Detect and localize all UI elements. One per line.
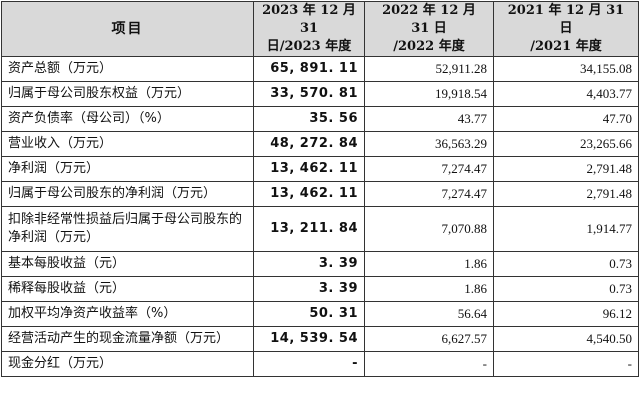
row-label: 加权平均净资产收益率（%） — [1, 301, 254, 327]
row-label: 扣除非经常性损益后归属于母公司股东的净利润（万元） — [1, 206, 254, 252]
table-row: 稀释每股收益（元） 3. 39 1.86 0.73 — [1, 276, 639, 302]
table-row: 净利润（万元） 13, 462. 11 7,274.47 2,791.48 — [1, 156, 639, 182]
value-2023: 65, 891. 11 — [253, 56, 365, 82]
value-2023: 3. 39 — [253, 251, 365, 277]
header-2022: 2022 年 12 月 31 日 /2022 年度 — [364, 1, 494, 57]
header-2021-line1: 2021 年 12 月 31 日 — [507, 3, 625, 36]
value-2022: - — [364, 351, 494, 377]
table-row: 加权平均净资产收益率（%） 50. 31 56.64 96.12 — [1, 301, 639, 327]
value-2023: 33, 570. 81 — [253, 81, 365, 107]
financial-summary-table: 项目 2023 年 12 月 31 日/2023 年度 2022 年 12 月 … — [1, 1, 639, 377]
row-label: 净利润（万元） — [1, 156, 254, 182]
header-2022-line1: 2022 年 12 月 31 日 — [382, 3, 476, 36]
table-row: 经营活动产生的现金流量净额（万元） 14, 539. 54 6,627.57 4… — [1, 326, 639, 352]
row-label: 营业收入（万元） — [1, 131, 254, 157]
table-row: 现金分红（万元） - - - — [1, 351, 639, 377]
row-label: 现金分红（万元） — [1, 351, 254, 377]
value-2021: - — [493, 351, 639, 377]
value-2023: 3. 39 — [253, 276, 365, 302]
value-2021: 34,155.08 — [493, 56, 639, 82]
value-2022: 7,070.88 — [364, 206, 494, 252]
value-2022: 7,274.47 — [364, 156, 494, 182]
value-2022: 52,911.28 — [364, 56, 494, 82]
value-2021: 96.12 — [493, 301, 639, 327]
row-label: 归属于母公司股东的净利润（万元） — [1, 181, 254, 207]
financial-table-container: 项目 2023 年 12 月 31 日/2023 年度 2022 年 12 月 … — [1, 1, 639, 377]
row-label: 资产负债率（母公司）（%） — [1, 106, 254, 132]
table-row: 资产总额（万元） 65, 891. 11 52,911.28 34,155.08 — [1, 56, 639, 82]
value-2022: 1.86 — [364, 251, 494, 277]
table-row: 资产负债率（母公司）（%） 35. 56 43.77 47.70 — [1, 106, 639, 132]
value-2023: 14, 539. 54 — [253, 326, 365, 352]
value-2023: 13, 462. 11 — [253, 156, 365, 182]
header-2021-line2: /2021 年度 — [530, 39, 602, 54]
value-2023: 35. 56 — [253, 106, 365, 132]
header-2022-line2: /2022 年度 — [393, 39, 465, 54]
header-row: 项目 2023 年 12 月 31 日/2023 年度 2022 年 12 月 … — [1, 1, 639, 57]
header-item: 项目 — [1, 1, 254, 57]
value-2023: 13, 211. 84 — [253, 206, 365, 252]
row-label: 稀释每股收益（元） — [1, 276, 254, 302]
row-label: 基本每股收益（元） — [1, 251, 254, 277]
header-2023-line2: 日/2023 年度 — [266, 39, 352, 54]
value-2021: 1,914.77 — [493, 206, 639, 252]
value-2023: 50. 31 — [253, 301, 365, 327]
value-2023: 13, 462. 11 — [253, 181, 365, 207]
header-2023: 2023 年 12 月 31 日/2023 年度 — [253, 1, 365, 57]
table-row: 归属于母公司股东的净利润（万元） 13, 462. 11 7,274.47 2,… — [1, 181, 639, 207]
value-2021: 23,265.66 — [493, 131, 639, 157]
value-2022: 36,563.29 — [364, 131, 494, 157]
value-2023: 48, 272. 84 — [253, 131, 365, 157]
value-2022: 1.86 — [364, 276, 494, 302]
value-2022: 6,627.57 — [364, 326, 494, 352]
table-row: 营业收入（万元） 48, 272. 84 36,563.29 23,265.66 — [1, 131, 639, 157]
table-header: 项目 2023 年 12 月 31 日/2023 年度 2022 年 12 月 … — [1, 1, 639, 57]
value-2021: 4,403.77 — [493, 81, 639, 107]
row-label: 归属于母公司股东权益（万元） — [1, 81, 254, 107]
value-2022: 43.77 — [364, 106, 494, 132]
table-row: 扣除非经常性损益后归属于母公司股东的净利润（万元） 13, 211. 84 7,… — [1, 206, 639, 252]
table-body: 资产总额（万元） 65, 891. 11 52,911.28 34,155.08… — [1, 56, 639, 377]
value-2022: 19,918.54 — [364, 81, 494, 107]
table-row: 归属于母公司股东权益（万元） 33, 570. 81 19,918.54 4,4… — [1, 81, 639, 107]
value-2021: 47.70 — [493, 106, 639, 132]
header-2021: 2021 年 12 月 31 日 /2021 年度 — [493, 1, 639, 57]
row-label: 经营活动产生的现金流量净额（万元） — [1, 326, 254, 352]
row-label: 资产总额（万元） — [1, 56, 254, 82]
value-2021: 2,791.48 — [493, 156, 639, 182]
value-2021: 2,791.48 — [493, 181, 639, 207]
table-row: 基本每股收益（元） 3. 39 1.86 0.73 — [1, 251, 639, 277]
value-2021: 0.73 — [493, 276, 639, 302]
value-2021: 0.73 — [493, 251, 639, 277]
value-2023: - — [253, 351, 365, 377]
value-2021: 4,540.50 — [493, 326, 639, 352]
value-2022: 56.64 — [364, 301, 494, 327]
value-2022: 7,274.47 — [364, 181, 494, 207]
header-2023-line1: 2023 年 12 月 31 — [262, 3, 356, 36]
